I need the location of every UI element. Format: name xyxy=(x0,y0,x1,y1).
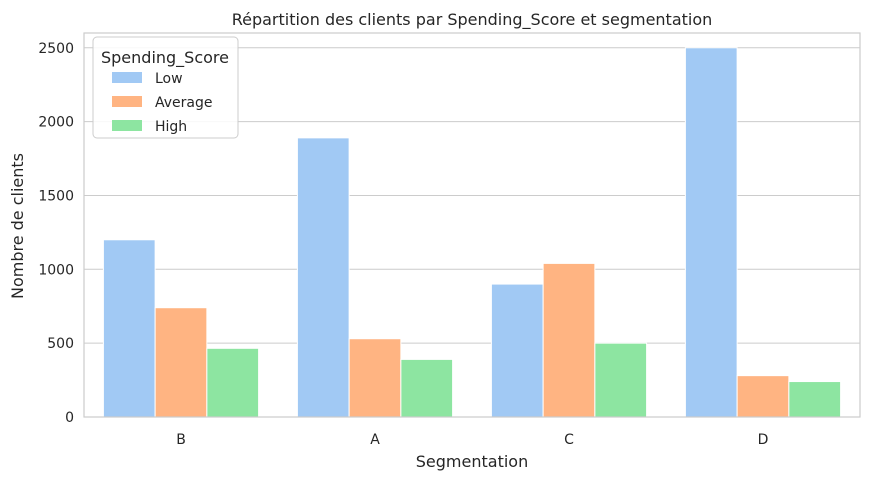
y-tick-label: 1500 xyxy=(38,188,74,204)
y-axis-ticks: 0 500 1000 1500 2000 2500 xyxy=(38,41,74,426)
y-axis-label: Nombre de clients xyxy=(8,153,27,299)
y-tick-label: 0 xyxy=(65,410,74,426)
bars xyxy=(102,47,842,418)
bar-low-d xyxy=(684,47,738,418)
legend-label-high: High xyxy=(155,119,187,135)
legend-title: Spending_Score xyxy=(101,48,229,68)
y-tick-label: 2000 xyxy=(38,115,74,131)
x-tick-label: A xyxy=(370,432,380,448)
x-axis-label: Segmentation xyxy=(416,452,528,471)
bar-average-b xyxy=(154,307,208,418)
legend-swatch-average xyxy=(112,96,142,107)
x-tick-label: D xyxy=(758,432,769,448)
bar-high-b xyxy=(206,347,260,418)
bar-low-b xyxy=(102,239,156,418)
bar-average-a xyxy=(348,338,402,418)
plot-frame xyxy=(83,32,861,418)
legend-box xyxy=(92,36,239,139)
y-tick-label: 1000 xyxy=(38,262,74,278)
legend-swatch-high xyxy=(112,120,142,131)
y-tick-label: 500 xyxy=(47,336,74,352)
legend-label-average: Average xyxy=(155,95,213,111)
bar-high-c xyxy=(594,342,648,418)
bar-average-d xyxy=(736,375,790,418)
legend: Spending_Score Low Average High xyxy=(92,36,239,139)
bar-low-a xyxy=(296,137,350,418)
y-tick-label: 2500 xyxy=(38,41,74,57)
legend-label-low: Low xyxy=(155,71,183,87)
x-tick-label: C xyxy=(564,432,574,448)
bar-low-c xyxy=(490,283,544,418)
bar-high-a xyxy=(400,358,454,418)
legend-swatch-low xyxy=(112,72,142,83)
chart-title: Répartition des clients par Spending_Sco… xyxy=(232,10,713,30)
plot-border xyxy=(83,32,861,418)
bar-average-c xyxy=(542,262,596,418)
bar-high-d xyxy=(788,381,842,418)
x-tick-label: B xyxy=(176,432,186,448)
